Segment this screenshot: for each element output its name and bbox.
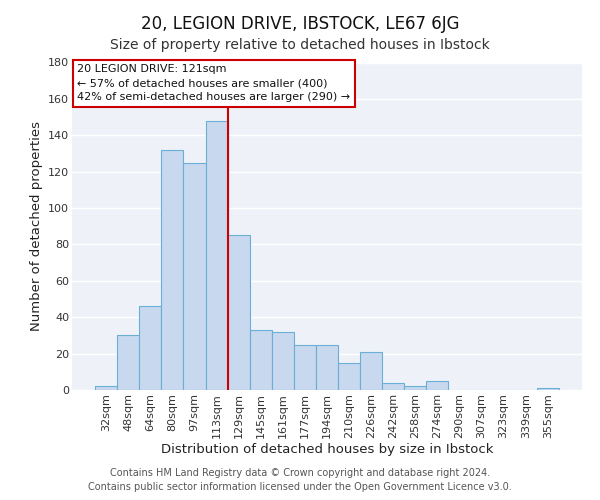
Text: 20 LEGION DRIVE: 121sqm
← 57% of detached houses are smaller (400)
42% of semi-d: 20 LEGION DRIVE: 121sqm ← 57% of detache… xyxy=(77,64,350,102)
Bar xyxy=(294,344,316,390)
Bar xyxy=(338,362,360,390)
Bar xyxy=(139,306,161,390)
X-axis label: Distribution of detached houses by size in Ibstock: Distribution of detached houses by size … xyxy=(161,444,493,456)
Bar xyxy=(360,352,382,390)
Bar xyxy=(184,162,206,390)
Bar xyxy=(427,381,448,390)
Bar xyxy=(404,386,427,390)
Bar xyxy=(250,330,272,390)
Text: Contains HM Land Registry data © Crown copyright and database right 2024.
Contai: Contains HM Land Registry data © Crown c… xyxy=(88,468,512,492)
Text: Size of property relative to detached houses in Ibstock: Size of property relative to detached ho… xyxy=(110,38,490,52)
Bar xyxy=(316,344,338,390)
Bar xyxy=(272,332,294,390)
Bar xyxy=(537,388,559,390)
Bar xyxy=(117,336,139,390)
Y-axis label: Number of detached properties: Number of detached properties xyxy=(29,121,43,331)
Bar xyxy=(95,386,117,390)
Bar xyxy=(227,236,250,390)
Bar xyxy=(161,150,184,390)
Bar xyxy=(206,120,227,390)
Bar xyxy=(382,382,404,390)
Text: 20, LEGION DRIVE, IBSTOCK, LE67 6JG: 20, LEGION DRIVE, IBSTOCK, LE67 6JG xyxy=(141,15,459,33)
